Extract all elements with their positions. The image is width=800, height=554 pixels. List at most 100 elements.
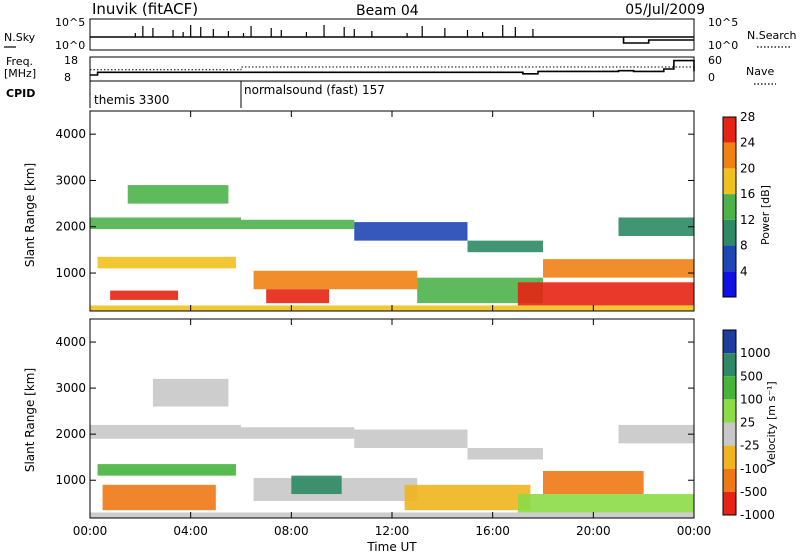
colorbar-tick-label: 8 [740,239,748,253]
x-tick-label: 20:00 [576,524,611,538]
heatmap-cell [543,259,694,278]
colorbar-tick-label: 4 [740,264,748,278]
nave-ytick-top: 60 [708,54,722,67]
y-tick-label: 4000 [55,127,86,141]
colorbar-frame [722,329,737,516]
colorbar-frame [722,116,737,298]
nsearch-line [622,37,694,44]
nave-ytick-bottom: 0 [708,71,715,84]
colorbar-segment [723,330,736,354]
freq-ytick-bottom: 8 [64,71,71,84]
colorbar-segment [723,468,736,492]
colorbar-tick-label: 28 [740,110,755,124]
heatmap-cell [291,475,342,495]
heatmap-cell [266,289,330,304]
heatmap-cell [97,256,236,269]
heatmap-cell [354,429,468,448]
heatmap-cell [618,424,694,444]
nsky-ytick-top: 10^5 [55,16,85,29]
nsky-label: N.Sky [4,31,36,44]
colorbar-tick-label: 20 [740,161,755,175]
time-x-axis: 00:00 04:00 08:00 12:00 16:00 20:00 00:00 [73,111,712,538]
y-tick-label: 3000 [55,381,86,395]
nsearch-ytick-top: 10^5 [708,16,738,29]
nsearch-label: N.Search [747,29,797,42]
heatmap-cell [90,217,241,230]
heatmap-cell [241,427,355,439]
beam-title: Beam 04 [356,3,419,19]
heatmap-cell [241,219,355,230]
nsky-panel [89,18,695,51]
nave-label: Nave [746,65,774,78]
colorbar-segment [723,142,736,169]
colorbar-tick-label: -1000 [740,508,775,522]
x-tick-label: 08:00 [274,524,309,538]
power-colorbar-label: Power [dB] [759,185,772,245]
x-tick-label: 04:00 [173,524,208,538]
colorbar-tick-label: -100 [740,462,767,476]
nsky-ytick-bottom: 10^0 [55,39,85,52]
heatmap-cell [354,222,468,241]
heatmap-cell [253,270,418,290]
freq-line [90,59,695,76]
colorbar-tick-label: 500 [740,369,763,383]
power-y-axis: 1000 2000 3000 4000 [55,127,694,280]
colorbar-segment [723,219,736,246]
y-tick-label: 2000 [55,220,86,234]
cpid-segment-1: themis 3300 [94,93,169,107]
y-tick-label: 4000 [55,335,86,349]
freq-label: Freq. [6,55,33,68]
nave-line [90,66,694,71]
heatmap-cell [618,217,694,236]
colorbar-tick-label: 1000 [740,346,771,360]
heatmap-cell [467,447,543,460]
velocity-colorbar-label: Velocity [m s⁻¹] [765,381,778,466]
velocity-ylabel: Slant Range [km] [23,368,37,472]
power-ylabel: Slant Range [km] [23,163,37,267]
colorbar-tick-label: 100 [740,392,763,406]
heatmap-cell [517,282,694,306]
cpid-segment-2: normalsound (fast) 157 [244,83,385,97]
colorbar-segment [723,376,736,400]
nsearch-ytick-bottom: 10^0 [708,39,738,52]
heatmap-cell [517,494,694,513]
heatmap-cell [152,378,229,407]
freq-panel [89,56,695,82]
colorbar-segment [723,353,736,377]
velocity-colorbar: 1000 500 100 25 -25 -100 -500 -1000 [722,329,775,522]
colorbar-tick-label: -25 [740,439,760,453]
time-xlabel: Time UT [366,540,417,554]
heatmap-cell [467,240,543,253]
colorbar-tick-label: 16 [740,187,755,201]
colorbar-segment [723,491,736,515]
freq-series [90,59,695,76]
heatmap-cell [543,471,644,495]
colorbar-tick-label: 12 [740,213,755,227]
freq-ytick-top: 18 [64,54,78,67]
heatmap-cell [90,424,241,439]
colorbar-segment [723,117,736,143]
x-tick-label: 00:00 [677,524,712,538]
cpid-label: CPID [6,87,35,100]
colorbar-segment [723,194,736,220]
x-tick-label: 00:00 [73,524,108,538]
colorbar-tick-label: -500 [740,485,767,499]
y-tick-label: 1000 [55,473,86,487]
colorbar-segment [723,399,736,423]
heatmap-cell [127,185,229,204]
y-tick-label: 2000 [55,427,86,441]
station-title: Inuvik (fitACF) [92,0,198,18]
colorbar-segment [723,271,736,297]
velocity-y-axis: 1000 2000 3000 4000 [55,335,694,487]
heatmap-cell [102,484,216,511]
freq-unit-label: [MHz] [4,67,36,80]
x-tick-label: 16:00 [475,524,510,538]
nsky-series [90,25,694,44]
date-title: 05/Jul/2009 [625,2,705,18]
heatmap-cell [404,484,531,511]
colorbar-segment [723,445,736,469]
colorbar-segment [723,422,736,446]
colorbar-tick-label: 25 [740,416,755,430]
x-tick-label: 12:00 [375,524,410,538]
